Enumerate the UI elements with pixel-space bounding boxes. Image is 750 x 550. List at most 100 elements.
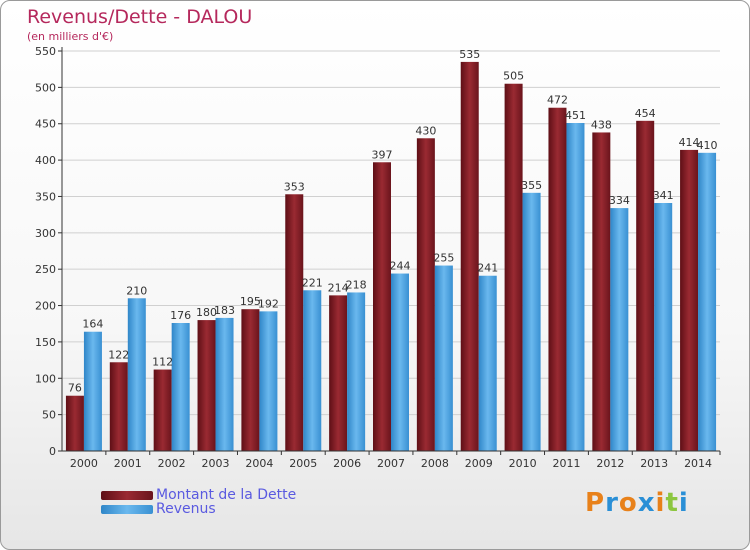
- legend-label-revenue: Revenus: [156, 501, 216, 517]
- x-tick-label: 2007: [377, 457, 405, 470]
- data-label-debt: 76: [68, 382, 82, 395]
- data-label-revenue: 355: [521, 179, 542, 192]
- x-tick-label: 2011: [552, 457, 580, 470]
- bar-debt: [329, 295, 348, 451]
- bar-revenue: [83, 331, 102, 451]
- x-tick-label: 2004: [245, 457, 273, 470]
- bar-debt: [65, 395, 84, 451]
- data-label-revenue: 451: [565, 109, 586, 122]
- logo-letter: t: [665, 488, 679, 518]
- x-tick-label: 2014: [684, 457, 712, 470]
- logo-letter: i: [678, 488, 689, 518]
- data-label-debt: 214: [328, 281, 349, 294]
- bar-revenue: [434, 265, 453, 451]
- y-tick-label: 150: [35, 336, 56, 349]
- logo-letter: P: [585, 488, 606, 518]
- data-label-revenue: 192: [258, 297, 279, 310]
- proxiti-logo: Proxiti: [585, 488, 689, 518]
- logo-letter: r: [605, 488, 619, 518]
- bar-debt: [153, 369, 172, 451]
- chart-subtitle: (en milliers d'€): [27, 30, 114, 43]
- y-tick-label: 550: [35, 45, 56, 58]
- x-tick-label: 2005: [289, 457, 317, 470]
- bar-revenue: [127, 298, 146, 451]
- data-label-debt: 112: [152, 356, 173, 369]
- data-label-debt: 535: [459, 48, 480, 61]
- bar-revenue: [347, 292, 366, 451]
- bar-revenue: [522, 192, 541, 451]
- y-tick-label: 400: [35, 154, 56, 167]
- data-label-revenue: 164: [82, 318, 103, 331]
- y-tick-label: 500: [35, 81, 56, 94]
- x-tick-label: 2003: [202, 457, 230, 470]
- data-label-debt: 430: [415, 124, 436, 137]
- chart-title: Revenus/Dette - DALOU: [27, 6, 253, 28]
- bar-debt: [241, 309, 260, 451]
- data-label-revenue: 218: [346, 278, 367, 291]
- bar-debt: [460, 61, 479, 452]
- data-label-revenue: 241: [477, 262, 498, 275]
- x-tick-label: 2012: [596, 457, 624, 470]
- data-label-debt: 505: [503, 70, 524, 83]
- data-label-debt: 454: [635, 107, 656, 120]
- x-tick-label: 2013: [640, 457, 668, 470]
- bar-revenue: [391, 273, 409, 451]
- y-tick-label: 0: [49, 445, 56, 458]
- y-tick-label: 50: [42, 409, 56, 422]
- bar-revenue: [171, 323, 190, 451]
- x-tick-label: 2008: [421, 457, 449, 470]
- data-label-debt: 414: [679, 136, 700, 149]
- x-tick-label: 2006: [333, 457, 361, 470]
- bar-debt: [504, 83, 523, 452]
- legend-swatch-debt: [101, 490, 153, 500]
- legend-label-debt: Montant de la Dette: [156, 487, 297, 503]
- legend-swatch-revenue: [101, 504, 153, 514]
- bar-revenue: [215, 317, 234, 451]
- data-label-debt: 353: [284, 180, 305, 193]
- bar-debt: [197, 320, 216, 451]
- data-label-debt: 195: [240, 295, 261, 308]
- data-label-revenue: 334: [609, 194, 630, 207]
- x-tick-label: 2000: [70, 457, 98, 470]
- x-tick-label: 2009: [465, 457, 493, 470]
- bar-revenue: [698, 152, 717, 451]
- y-tick-label: 100: [35, 372, 56, 385]
- data-label-revenue: 176: [170, 309, 191, 322]
- bar-debt: [592, 132, 611, 452]
- bar-debt: [548, 107, 567, 452]
- logo-letter: i: [655, 488, 666, 518]
- bar-revenue: [259, 311, 278, 451]
- y-tick-label: 350: [35, 190, 56, 203]
- legend-item-revenue: Revenus: [101, 501, 216, 517]
- data-label-revenue: 255: [433, 252, 454, 265]
- bars: [65, 61, 717, 452]
- data-label-debt: 397: [372, 148, 393, 161]
- axes: [61, 47, 720, 452]
- bar-debt: [416, 138, 435, 452]
- data-label-revenue: 341: [653, 189, 674, 202]
- data-label-debt: 180: [196, 306, 217, 319]
- bar-revenue: [610, 208, 629, 451]
- y-tick-label: 200: [35, 300, 56, 313]
- bar-debt: [285, 194, 304, 452]
- y-tick-label: 450: [35, 118, 56, 131]
- x-tick-label: 2002: [158, 457, 186, 470]
- bar-debt: [680, 149, 699, 451]
- data-label-revenue: 183: [214, 304, 235, 317]
- y-tick-labels: 0 50 100 150 200 250 300 350 400 450 500 550: [35, 45, 62, 458]
- logo-letter: x: [637, 488, 656, 518]
- data-label-debt: 438: [591, 118, 612, 131]
- data-label-revenue: 410: [697, 139, 718, 152]
- data-label-revenue: 210: [126, 284, 147, 297]
- logo-letter: o: [618, 488, 638, 518]
- legend-item-debt: Montant de la Dette: [101, 487, 297, 503]
- data-label-debt: 122: [108, 348, 129, 361]
- x-tick-label: 2010: [509, 457, 537, 470]
- data-label-debt: 472: [547, 94, 568, 107]
- y-tick-label: 250: [35, 263, 56, 276]
- data-label-revenue: 221: [302, 276, 323, 289]
- bar-debt: [373, 162, 391, 452]
